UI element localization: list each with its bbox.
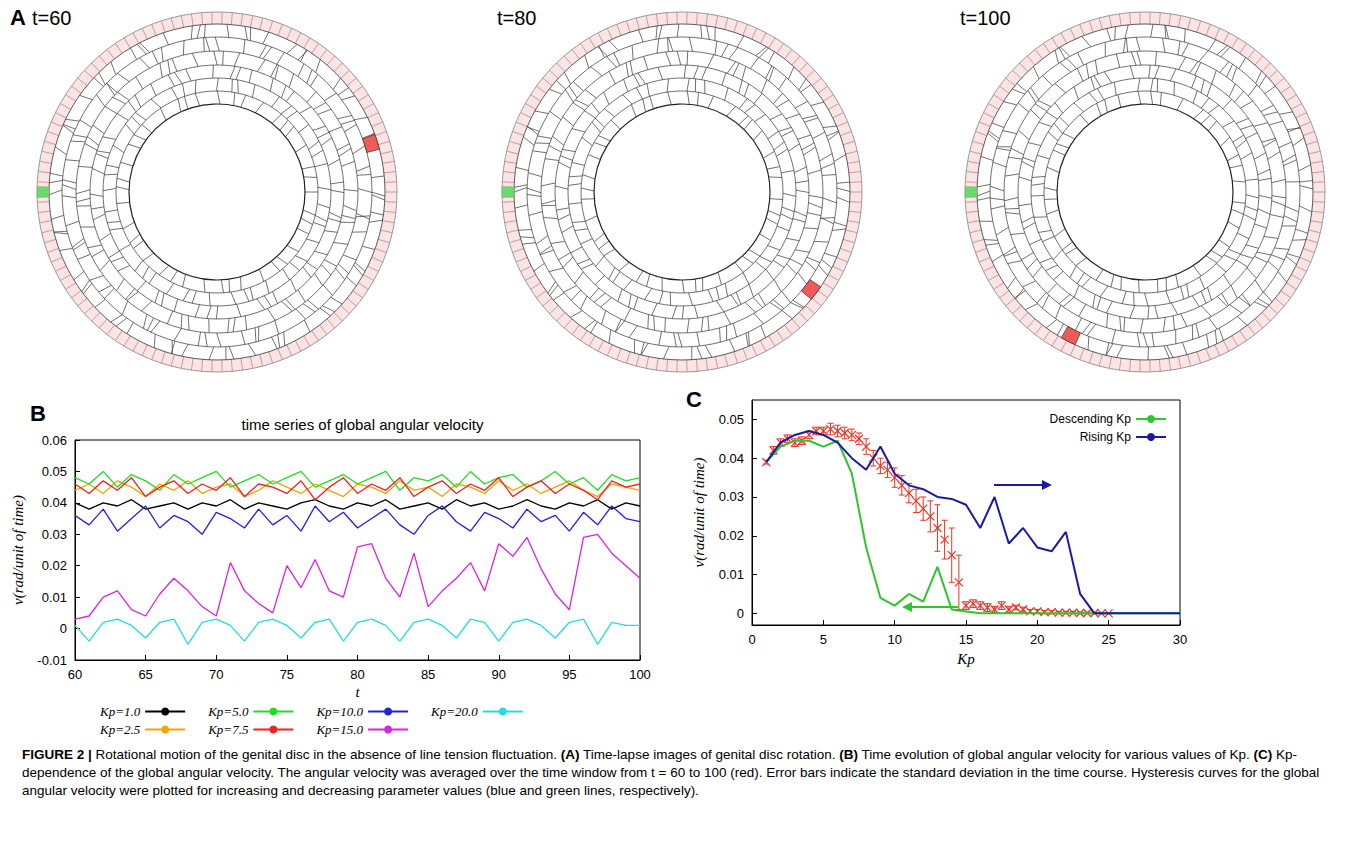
svg-text:0.03: 0.03 (42, 527, 67, 542)
svg-text:100: 100 (629, 667, 651, 682)
svg-text:0.04: 0.04 (42, 495, 67, 510)
svg-text:Kp=1.0: Kp=1.0 (99, 704, 141, 719)
svg-text:0.01: 0.01 (719, 567, 744, 582)
svg-text:0.06: 0.06 (42, 433, 67, 448)
svg-text:90: 90 (492, 667, 506, 682)
svg-text:0: 0 (748, 632, 755, 647)
svg-text:t=100: t=100 (960, 7, 1011, 29)
svg-text:30: 30 (1173, 632, 1187, 647)
svg-text:t=80: t=80 (497, 7, 536, 29)
svg-text:0.05: 0.05 (42, 464, 67, 479)
svg-text:0.02: 0.02 (719, 528, 744, 543)
svg-text:Kp: Kp (956, 651, 975, 667)
svg-text:Kp=10.0: Kp=10.0 (315, 704, 363, 719)
svg-text:25: 25 (1101, 632, 1115, 647)
svg-text:10: 10 (887, 632, 901, 647)
svg-text:85: 85 (421, 667, 435, 682)
svg-text:ν(rad/unit of time): ν(rad/unit of time) (691, 458, 708, 568)
svg-text:0: 0 (737, 606, 744, 621)
svg-text:t: t (355, 684, 360, 700)
svg-text:Descending Kp: Descending Kp (1050, 412, 1132, 426)
svg-text:0.01: 0.01 (42, 590, 67, 605)
svg-text:Kp=7.5: Kp=7.5 (207, 722, 249, 737)
svg-text:15: 15 (959, 632, 973, 647)
svg-text:ν(rad/unit of time): ν(rad/unit of time) (10, 495, 27, 605)
svg-text:C: C (686, 387, 702, 412)
svg-text:70: 70 (209, 667, 223, 682)
svg-text:0.03: 0.03 (719, 489, 744, 504)
svg-text:Kp=20.0: Kp=20.0 (430, 704, 478, 719)
svg-text:Kp=15.0: Kp=15.0 (315, 722, 363, 737)
svg-text:Kp=2.5: Kp=2.5 (99, 722, 141, 737)
svg-text:Rising Kp: Rising Kp (1080, 430, 1132, 444)
svg-text:20: 20 (1030, 632, 1044, 647)
svg-text:time series of global angular: time series of global angular velocity (242, 416, 484, 433)
svg-text:80: 80 (350, 667, 364, 682)
svg-text:95: 95 (562, 667, 576, 682)
svg-text:0: 0 (60, 621, 67, 636)
svg-text:A: A (10, 5, 26, 30)
svg-text:0.04: 0.04 (719, 451, 744, 466)
svg-text:t=60: t=60 (32, 7, 71, 29)
svg-text:60: 60 (68, 667, 82, 682)
html-text:FIGURE 2 | Rotational motion o: FIGURE 2 | Rotational motion of the geni… (22, 747, 1320, 798)
svg-text:-0.01: -0.01 (37, 653, 67, 668)
svg-text:75: 75 (280, 667, 294, 682)
svg-text:0.02: 0.02 (42, 558, 67, 573)
svg-text:0.05: 0.05 (719, 412, 744, 427)
svg-text:B: B (30, 401, 46, 426)
svg-text:Kp=5.0: Kp=5.0 (207, 704, 249, 719)
svg-text:65: 65 (138, 667, 152, 682)
svg-text:5: 5 (820, 632, 827, 647)
